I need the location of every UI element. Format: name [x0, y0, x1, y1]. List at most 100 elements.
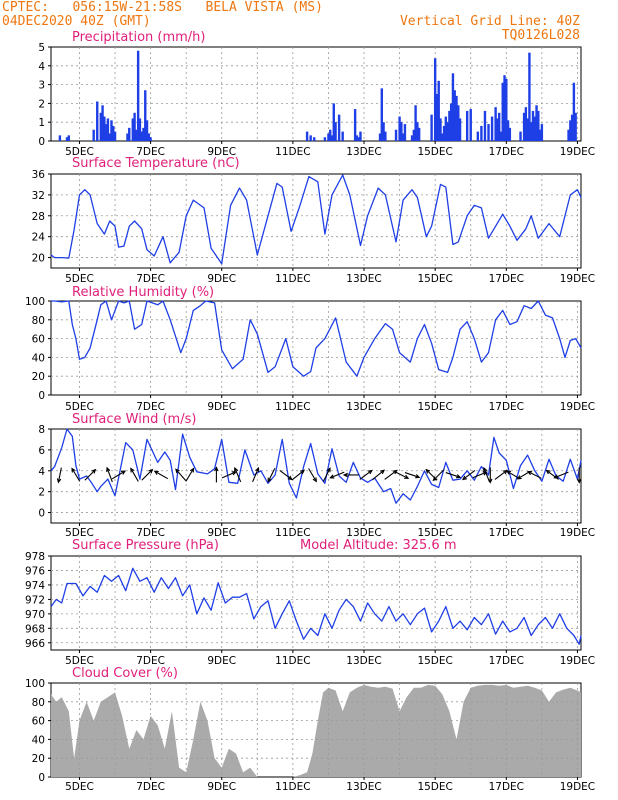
wind-arrow	[267, 468, 276, 483]
y-tick-label: 966	[25, 638, 45, 650]
precip-bar	[142, 127, 145, 141]
wind-arrow	[488, 467, 493, 484]
y-tick-label: 100	[25, 678, 45, 690]
precip-bar	[378, 133, 382, 141]
x-tick-label: 15DEC	[417, 781, 452, 793]
y-tick-label: 20	[32, 253, 45, 265]
x-tick-label: 9DEC	[207, 146, 236, 158]
x-tick-label: 7DEC	[136, 655, 165, 667]
y-tick-label: 32	[32, 190, 45, 202]
x-tick-label: 19DEC	[560, 655, 595, 667]
precip-bar	[65, 137, 69, 141]
panel-2: 20 24 28 32 36 5DEC 7DEC 9DEC 11DEC 13DEC 15DEC 17D…	[32, 156, 596, 285]
wind-arrow	[432, 469, 445, 482]
station-title: CPTEC: 056:15W-21:58S BELA VISTA (MS)	[2, 0, 323, 15]
x-tick-label: 17DEC	[489, 655, 524, 667]
x-tick-label: 13DEC	[346, 273, 381, 285]
panel-frame	[50, 555, 582, 651]
precip-bar	[496, 118, 499, 141]
x-tick-label: 13DEC	[346, 146, 381, 158]
wind-arrow	[106, 466, 113, 483]
precip-bar	[442, 125, 446, 141]
x-tick-label: 7DEC	[136, 401, 165, 413]
x-tick-label: 17DEC	[489, 273, 524, 285]
run-datetime: 04DEC2020 40Z (GMT)	[2, 14, 151, 29]
x-tick-label: 17DEC	[489, 146, 524, 158]
precip-bar	[449, 103, 453, 141]
precip-bar	[309, 135, 312, 141]
x-tick-label: 5DEC	[65, 781, 94, 793]
y-tick-label: 60	[32, 716, 45, 728]
y-tick-label: 3	[38, 80, 45, 92]
precip-bar	[96, 101, 99, 141]
x-tick-label: 9DEC	[207, 527, 236, 539]
precip-bar	[430, 114, 433, 141]
x-tick-label: 17DEC	[489, 527, 524, 539]
precip-bar	[99, 112, 102, 141]
precip-bar	[453, 90, 456, 141]
precip-bar	[506, 120, 510, 141]
precip-bar	[465, 110, 469, 141]
panel-title: Precipitation (mm/h)	[72, 30, 205, 45]
precip-bar	[101, 105, 104, 141]
wind-arrow	[372, 469, 386, 481]
x-tick-label: 15DEC	[417, 273, 452, 285]
y-tick-label: 0	[38, 772, 45, 784]
precip-bar	[458, 118, 462, 141]
wind-arrow	[234, 466, 242, 483]
precip-bar	[128, 127, 131, 141]
precip-bar	[58, 135, 62, 141]
y-tick-label: 2	[38, 487, 45, 499]
precip-bar	[519, 131, 522, 141]
precip-bar	[499, 131, 503, 141]
model-id: TQ0126L028	[501, 28, 580, 43]
wind-arrow	[472, 471, 488, 479]
y-tick-label: 20	[32, 371, 45, 383]
y-tick-label: 4	[38, 61, 45, 73]
x-tick-label: 13DEC	[346, 781, 381, 793]
precip-bar	[433, 58, 437, 141]
precip-bar	[444, 116, 448, 141]
wind-arrow	[329, 471, 345, 479]
precip-bar	[401, 133, 405, 141]
y-tick-label: 1	[38, 117, 45, 129]
vertical-grid-note: Vertical Grid Line: 40Z	[399, 14, 580, 29]
precip-bar	[384, 131, 387, 141]
precip-bar	[417, 127, 421, 141]
precip-bar	[327, 133, 330, 141]
precip-bar	[332, 103, 335, 141]
precip-bar	[537, 110, 540, 141]
panel-4: 0 2 4 6 8 5DEC 7DEC 9DEC 11DEC 13DEC 15DEC 17DEC 19D…	[38, 412, 595, 539]
precip-bar	[505, 78, 508, 141]
precip-bar	[323, 137, 327, 141]
cloud-cover-area	[51, 684, 581, 777]
wind-arrow	[130, 467, 139, 482]
precip-bar	[330, 135, 334, 141]
wind-arrow	[394, 471, 410, 479]
y-tick-label: 972	[25, 594, 45, 606]
x-tick-label: 5DEC	[65, 655, 94, 667]
precip-bar	[572, 82, 576, 141]
precip-bar	[469, 109, 472, 141]
precip-bar	[112, 125, 115, 141]
precip-bar	[92, 129, 95, 141]
precip-bar	[104, 124, 108, 141]
x-tick-label: 15DEC	[417, 655, 452, 667]
precip-bar	[490, 116, 494, 141]
wind-arrow	[494, 469, 508, 480]
x-tick-label: 15DEC	[417, 527, 452, 539]
y-tick-label: 80	[32, 697, 45, 709]
precip-bar	[337, 114, 341, 141]
precip-bar	[501, 82, 504, 141]
y-tick-label: 2	[38, 98, 45, 110]
precip-bar	[357, 137, 360, 141]
x-tick-label: 7DEC	[136, 781, 165, 793]
precip-bar	[133, 112, 136, 141]
x-tick-label: 11DEC	[275, 146, 310, 158]
wind-arrow	[153, 470, 169, 480]
y-tick-label: 978	[25, 551, 45, 563]
x-tick-label: 19DEC	[560, 781, 595, 793]
precip-bar	[497, 112, 501, 141]
panel-title: Relative Humidity (%)	[72, 285, 214, 300]
x-tick-label: 5DEC	[65, 401, 94, 413]
